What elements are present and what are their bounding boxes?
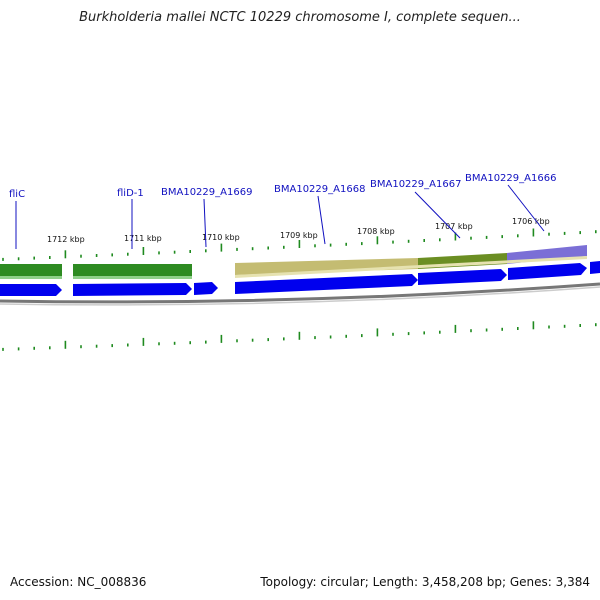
genome-summary: Topology: circular; Length: 3,458,208 bp… [260, 575, 590, 589]
kbp-label-1706: 1706 kbp [512, 217, 550, 226]
leader-line-a1669 [203, 198, 207, 248]
cds-arrow-5[interactable] [418, 269, 507, 285]
gene-label-a1668[interactable]: BMA10229_A1668 [274, 184, 365, 195]
kbp-label-1707: 1707 kbp [435, 222, 473, 231]
cds-arrow-2[interactable] [73, 283, 192, 296]
cds-arrow-7[interactable] [590, 261, 600, 274]
upper-tick-marks [2, 228, 597, 261]
gene-label-a1669[interactable]: BMA10229_A1669 [161, 187, 252, 198]
gene-leader-lines [15, 184, 545, 249]
kbp-label-1711: 1711 kbp [124, 234, 162, 243]
leader-line-a1668 [317, 195, 326, 245]
gene-labels: fliC fliD-1 BMA10229_A1669 BMA10229_A166… [9, 173, 556, 200]
leader-line-a1666 [507, 184, 545, 232]
chromosome-backbone [0, 282, 600, 304]
cds-arrow-3[interactable] [194, 282, 218, 295]
kbp-label-1712: 1712 kbp [47, 235, 85, 244]
gene-label-flid-1[interactable]: fliD-1 [117, 188, 144, 199]
gene-label-a1666[interactable]: BMA10229_A1666 [465, 173, 556, 184]
gene-features [0, 245, 587, 279]
gene-bar-flid[interactable] [73, 264, 192, 276]
leader-line-a1667 [414, 191, 461, 239]
accession-label: Accession: NC_008836 [10, 575, 147, 589]
cds-arrow-6[interactable] [508, 263, 587, 280]
kbp-labels: 1712 kbp 1711 kbp 1710 kbp 1709 kbp 1708… [47, 217, 550, 244]
gene-bar-a1668[interactable] [235, 258, 418, 275]
kbp-label-1710: 1710 kbp [202, 233, 240, 242]
lower-tick-marks [2, 321, 597, 351]
chromosome-backbone-shadow [0, 286, 600, 306]
gene-bar-shadow-right [235, 256, 587, 278]
gene-bar-flid-shadow [73, 276, 192, 279]
map-title: Burkholderia mallei NCTC 10229 chromosom… [79, 10, 521, 25]
kbp-label-1708: 1708 kbp [357, 227, 395, 236]
kbp-label-1709: 1709 kbp [280, 231, 318, 240]
gene-label-flic[interactable]: fliC [9, 189, 25, 200]
cds-arrow-1[interactable] [0, 284, 62, 296]
gene-label-a1667[interactable]: BMA10229_A1667 [370, 179, 461, 190]
gene-bar-flic-shadow [0, 276, 62, 279]
cds-arrows [0, 261, 600, 296]
gene-bar-flic[interactable] [0, 264, 62, 276]
cds-arrow-4[interactable] [235, 274, 418, 294]
